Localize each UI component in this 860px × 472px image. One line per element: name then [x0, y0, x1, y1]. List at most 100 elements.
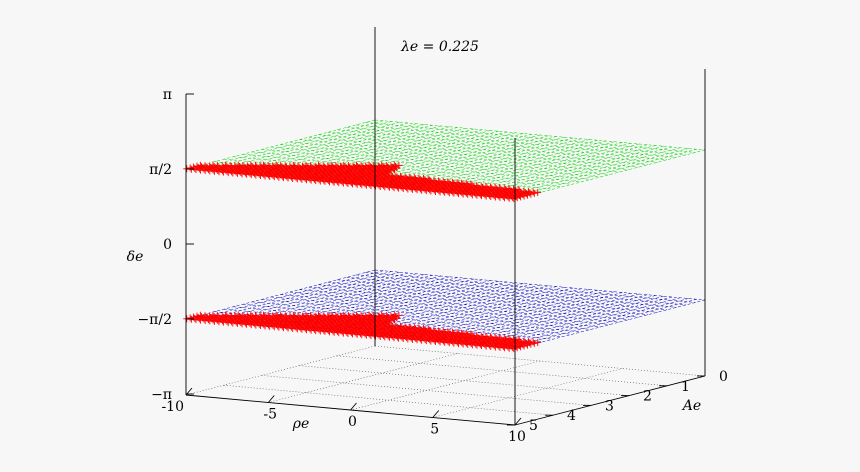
plane-mesh-line: [383, 287, 574, 338]
marker-point: [530, 339, 538, 347]
y-tick-label: 2: [643, 389, 652, 405]
plane-mesh-line: [252, 151, 582, 183]
plane-mesh-line: [457, 144, 648, 194]
plane-mesh-line: [498, 298, 689, 348]
x-tick-mark: [267, 395, 275, 403]
upper-marker-cluster: [183, 161, 542, 203]
floor-grid-line: [223, 384, 554, 416]
plane-mesh-line: [374, 269, 706, 301]
plane-mesh-line: [333, 283, 524, 333]
y-tick-label: 3: [605, 398, 614, 414]
plane-mesh-line: [490, 297, 681, 347]
plane-mesh-line: [346, 127, 677, 158]
z-tick-label: π: [163, 87, 172, 103]
x-tick-label: -10: [161, 399, 184, 415]
upper-plane: [185, 119, 706, 200]
x-tick-label: 0: [348, 414, 357, 430]
plane-mesh-line: [333, 133, 524, 183]
floor-grid-line: [268, 353, 458, 403]
plane-mesh-line: [473, 146, 664, 196]
marker-point: [520, 192, 528, 200]
y-tick-label: 0: [719, 369, 728, 385]
y-tick-label: 4: [567, 408, 576, 424]
plane-mesh-line: [365, 272, 696, 303]
plane-mesh-line: [482, 146, 673, 197]
plane-mesh-line: [383, 137, 574, 188]
plane-mesh-line: [318, 284, 649, 315]
y-axis-line: [514, 375, 706, 426]
plane-mesh-line: [327, 132, 658, 163]
marker-point: [534, 338, 542, 346]
marker-point: [523, 341, 531, 349]
plane-mesh-line: [210, 272, 400, 322]
marker-point: [527, 340, 535, 348]
plane-mesh-line: [506, 299, 697, 349]
plane-mesh-line: [299, 139, 630, 170]
plane-mesh-line: [358, 135, 549, 185]
y-tick-label: 5: [529, 418, 538, 434]
plane-mesh-line: [280, 144, 611, 175]
plane-mesh-line: [449, 293, 640, 344]
plane-mesh-line: [432, 142, 623, 192]
plane-mesh-line: [309, 131, 499, 181]
y-tick-label: 1: [681, 379, 690, 395]
plane-mesh-line: [465, 145, 656, 195]
plane-mesh-line: [271, 146, 601, 178]
z-axis-label: δe: [127, 249, 144, 265]
marker-point: [517, 343, 525, 351]
plane-mesh-line: [318, 134, 649, 165]
plane-mesh-line: [424, 291, 615, 341]
floor-grid-line: [350, 360, 541, 411]
floor-grid-line: [337, 355, 668, 387]
marker-point: [534, 188, 542, 196]
floor-grid-line: [261, 375, 592, 406]
plane-mesh-line: [194, 270, 384, 320]
plane-mesh-line: [233, 306, 563, 337]
plane-mesh-line: [308, 286, 639, 318]
plane-mesh-line: [346, 277, 677, 308]
plane-mesh-line: [242, 154, 573, 185]
x-tick-mark: [432, 410, 440, 418]
floor-grid-line: [299, 365, 630, 396]
lower-marker-cluster: [183, 311, 542, 353]
z-tick-label: π/2: [149, 162, 172, 178]
plane-mesh-line: [514, 299, 706, 350]
y-axis-label: Ae: [681, 398, 701, 414]
x-tick-mark: [514, 417, 522, 426]
plane-mesh-line: [490, 147, 681, 197]
marker-point: [391, 166, 399, 174]
plane-mesh-line: [261, 299, 592, 330]
z-tick-label: 0: [163, 237, 172, 253]
plane-mesh-line: [408, 290, 598, 340]
plane-mesh-line: [299, 289, 630, 320]
plane-mesh-line: [365, 122, 696, 153]
chart-title: λe = 0.225: [400, 39, 479, 55]
plane-mesh-line: [465, 295, 656, 345]
plane-mesh-line: [449, 143, 640, 194]
marker-point: [517, 193, 525, 201]
axes: [185, 27, 706, 426]
plane-mesh-line: [337, 279, 668, 311]
plane-mesh-line: [309, 281, 499, 331]
plane-mesh-line: [356, 124, 687, 156]
floor-grid-line: [374, 345, 706, 377]
plane-mesh-line: [289, 291, 620, 323]
x-axis-label: ρe: [292, 416, 310, 432]
plane-mesh-line: [261, 149, 592, 180]
x-tick-mark: [350, 402, 357, 411]
plane-mesh-line: [242, 304, 573, 335]
x-tick-label: 5: [430, 422, 439, 438]
marker-point: [510, 195, 518, 203]
plane-mesh-line: [356, 274, 687, 306]
plane-mesh-line: [473, 296, 664, 346]
plane-mesh-line: [280, 294, 611, 325]
plane-mesh-line: [424, 141, 615, 191]
plane-mesh-line: [374, 119, 706, 151]
plane-mesh-line: [252, 301, 582, 333]
plane-mesh-line: [457, 294, 648, 344]
plane-mesh-line: [271, 296, 601, 328]
plane-mesh-line: [482, 296, 673, 347]
plane-mesh-line: [358, 285, 549, 335]
floor-grid-line: [185, 345, 376, 396]
